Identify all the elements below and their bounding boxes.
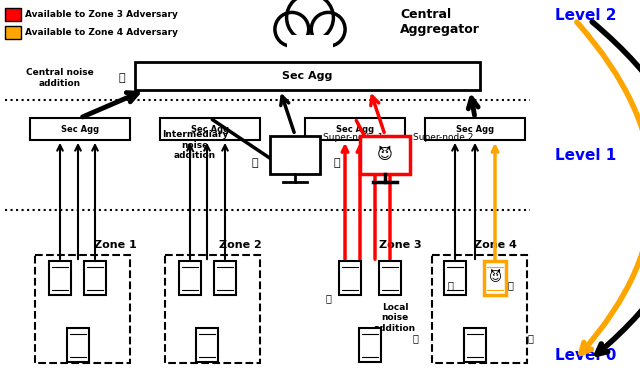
Bar [484,261,506,295]
Bar [67,328,89,362]
Text: Sec Agg: Sec Agg [191,124,229,134]
Text: Sec Agg: Sec Agg [61,124,99,134]
Text: 📢: 📢 [527,333,533,343]
Bar [135,62,480,90]
Text: 📢: 📢 [252,158,259,168]
Text: 📢: 📢 [507,280,513,290]
Bar [165,255,260,363]
Text: 😈: 😈 [488,272,502,285]
Bar [5,26,21,39]
Text: Level 0: Level 0 [555,347,616,362]
Text: 📢: 📢 [325,293,331,303]
Bar [35,255,130,363]
Text: 📢: 📢 [412,333,418,343]
Bar [287,34,333,61]
Text: Intermediary
noise
addition: Intermediary noise addition [162,130,228,160]
Bar [5,8,21,21]
Text: Zone 2: Zone 2 [219,240,261,250]
Bar [49,261,71,295]
Circle shape [314,15,345,46]
Circle shape [287,0,333,41]
Text: 📢: 📢 [333,158,340,168]
Text: Sec Agg: Sec Agg [336,124,374,134]
Bar [305,118,405,140]
Bar [444,261,466,295]
Text: Level 2: Level 2 [555,8,616,23]
Bar [379,261,401,295]
Bar [30,118,130,140]
Text: Available to Zone 4 Adversary: Available to Zone 4 Adversary [25,28,178,37]
Text: 📢: 📢 [118,73,125,83]
Bar [360,136,410,174]
Text: Super-node 2: Super-node 2 [413,133,474,141]
Bar [214,261,236,295]
Circle shape [308,20,332,44]
Bar [160,118,260,140]
Bar [179,261,201,295]
Bar [359,328,381,362]
Bar [196,328,218,362]
Text: Level 1: Level 1 [555,147,616,162]
Bar [270,136,320,174]
Bar [425,118,525,140]
Text: 😈: 😈 [377,147,393,162]
Text: Central noise
addition: Central noise addition [26,68,94,88]
Text: Super-node 1: Super-node 1 [323,133,383,141]
Bar [339,261,361,295]
Bar [464,328,486,362]
Bar [432,255,527,363]
Text: Local
noise
addition: Local noise addition [374,303,416,333]
Circle shape [288,20,311,44]
Text: Available to Zone 3 Adversary: Available to Zone 3 Adversary [25,10,178,19]
Circle shape [297,25,323,51]
Text: Sec Agg: Sec Agg [282,71,333,81]
Bar [84,261,106,295]
Text: Central
Aggregator: Central Aggregator [400,8,480,36]
Text: Zone 4: Zone 4 [474,240,516,250]
Text: Zone 3: Zone 3 [379,240,421,250]
Text: Sec Agg: Sec Agg [456,124,494,134]
Text: 📢: 📢 [447,280,453,290]
Text: Zone 1: Zone 1 [93,240,136,250]
Circle shape [275,15,306,46]
